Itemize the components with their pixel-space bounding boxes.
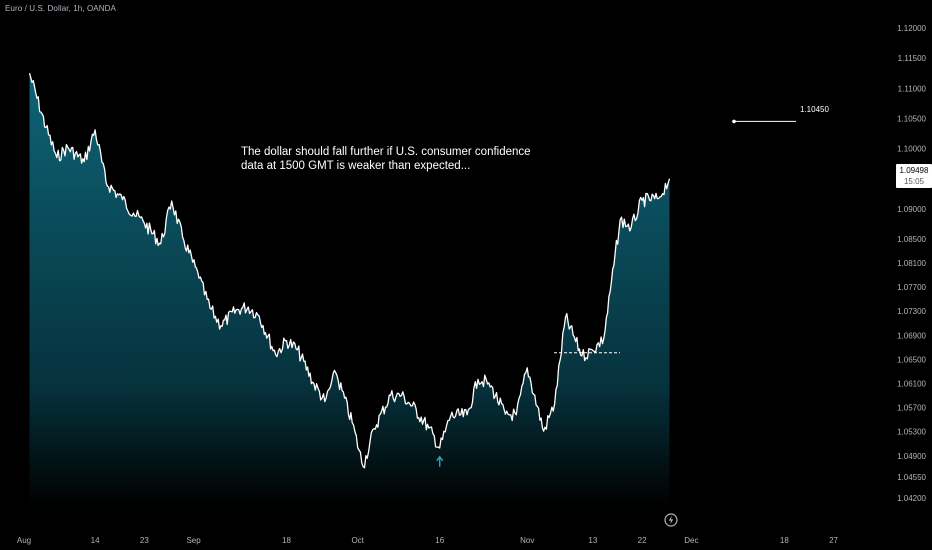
x-tick-label: 23	[140, 536, 149, 545]
x-tick-label: Aug	[17, 536, 31, 545]
y-tick-label: 1.04900	[897, 452, 926, 461]
y-tick-label: 1.10500	[897, 114, 926, 123]
y-tick-label: 1.07700	[897, 283, 926, 292]
x-tick-label: 22	[638, 536, 647, 545]
y-tick-label: 1.09000	[897, 205, 926, 214]
y-tick-label: 1.05700	[897, 404, 926, 413]
price-line-layer	[28, 73, 671, 469]
x-tick-label: 14	[91, 536, 100, 545]
last-price-value: 1.09498	[899, 166, 929, 175]
x-tick-label: 18	[780, 536, 789, 545]
target-level-anchor[interactable]	[732, 119, 736, 124]
y-tick-label: 1.11000	[898, 84, 927, 93]
area-fill-layer	[29, 73, 670, 507]
x-tick-label: Dec	[684, 536, 698, 545]
y-tick-label: 1.07300	[897, 307, 926, 316]
y-tick-label: 1.08500	[897, 235, 926, 244]
y-tick-label: 1.11500	[898, 54, 927, 63]
x-tick-label: 27	[829, 536, 838, 545]
x-tick-label: 18	[282, 536, 291, 545]
y-tick-label: 1.06500	[897, 355, 926, 364]
lightning-bolt-icon[interactable]	[664, 513, 678, 527]
x-tick-label: Oct	[351, 536, 364, 545]
y-tick-label: 1.04200	[897, 494, 926, 503]
y-tick-label: 1.05300	[897, 428, 926, 437]
y-tick-label: 1.12000	[897, 24, 926, 33]
y-tick-label: 1.08100	[897, 259, 926, 268]
symbol-title[interactable]: Euro / U.S. Dollar, 1h, OANDA	[5, 4, 116, 13]
x-tick-label: Sep	[186, 536, 201, 545]
target-level-label: 1.10450	[800, 105, 829, 114]
y-axis: 1.120001.115001.110001.105001.100001.095…	[897, 24, 926, 503]
y-tick-label: 1.06100	[897, 379, 926, 388]
up-arrow-icon[interactable]	[436, 455, 444, 467]
series-area	[29, 73, 670, 507]
bar-countdown: 15:05	[903, 177, 925, 186]
y-tick-label: 1.04550	[897, 473, 926, 482]
x-tick-label: 13	[588, 536, 597, 545]
news-annotation: The dollar should fall further if U.S. c…	[241, 146, 531, 172]
x-tick-label: 16	[435, 536, 444, 545]
x-axis: Aug 14 23 Sep 18 Oct 16 Nov 13 22 Dec 18 27	[17, 536, 839, 545]
annotations-layer	[436, 119, 796, 467]
y-tick-label: 1.06900	[897, 331, 926, 340]
series-line	[28, 73, 671, 469]
last-price-tag: 1.09498 15:05	[896, 164, 932, 188]
y-tick-label: 1.10000	[897, 145, 926, 154]
x-tick-label: Nov	[520, 536, 534, 545]
